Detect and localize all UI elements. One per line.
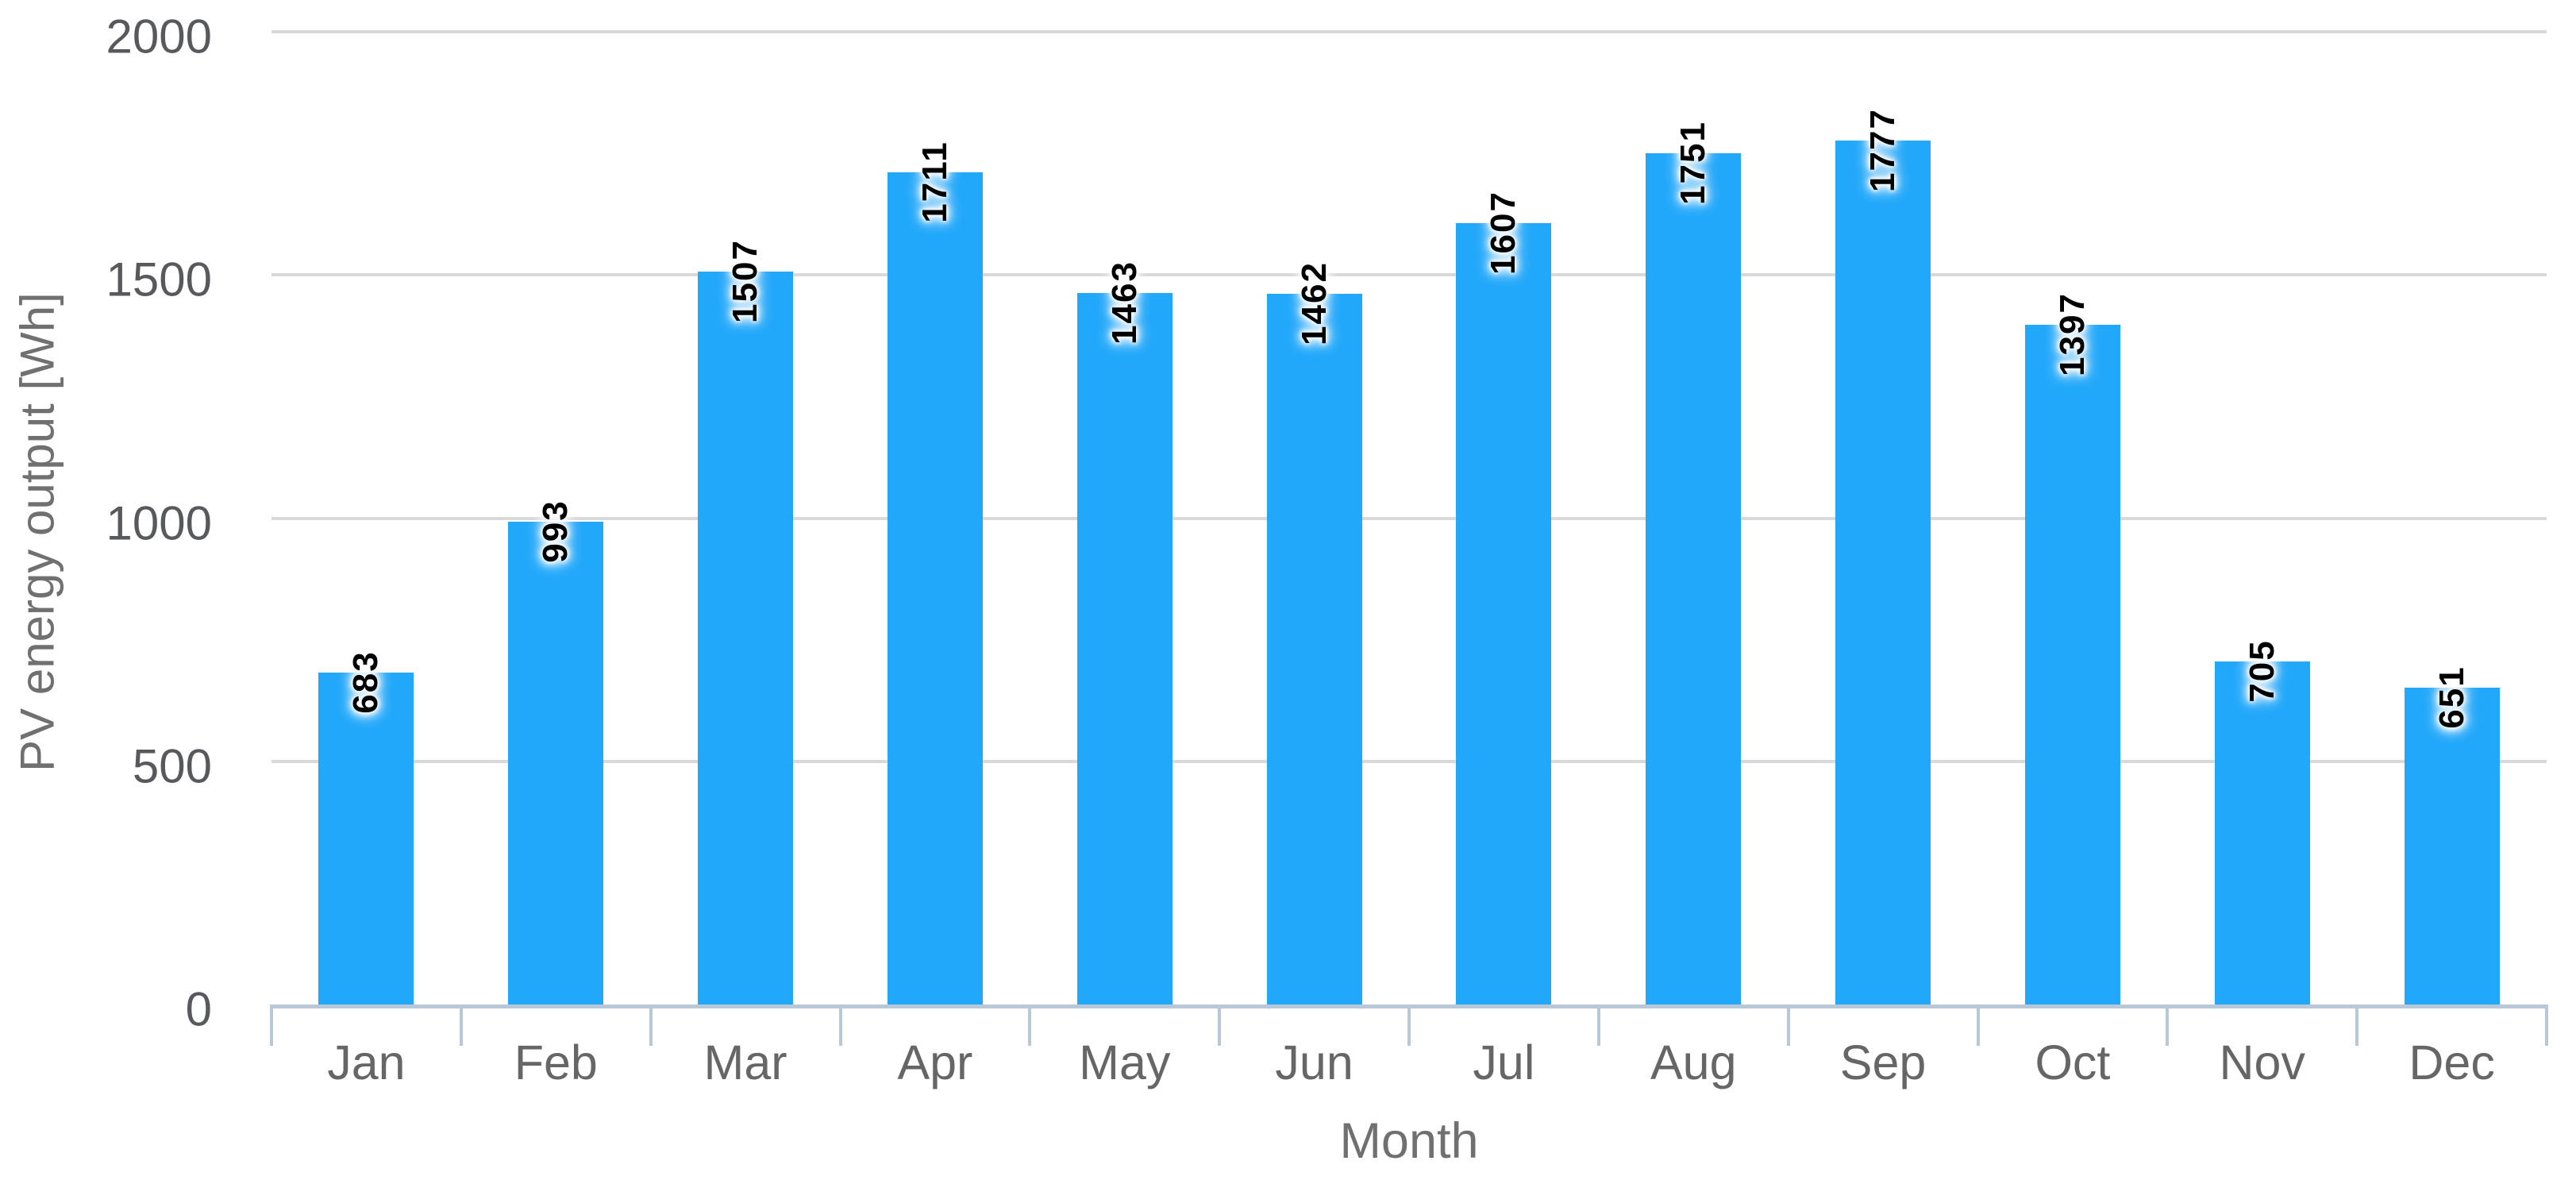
y-tick-label-1000: 1000	[106, 496, 212, 550]
bar-dec	[2405, 688, 2500, 1005]
gridline-1000	[271, 516, 2547, 520]
x-axis-tick	[649, 1005, 653, 1046]
bar-sep	[1835, 141, 1931, 1005]
y-tick-label-0: 0	[185, 982, 212, 1036]
x-axis-tick	[1787, 1005, 1790, 1046]
x-tick-label-oct: Oct	[2035, 1035, 2111, 1089]
bar-value-label-nov: 705	[2242, 639, 2281, 703]
bar-value-label-sep: 1777	[1863, 108, 1903, 192]
x-axis-tick	[1218, 1005, 1221, 1046]
bar-oct	[2025, 325, 2120, 1005]
x-tick-label-jun: Jun	[1275, 1035, 1353, 1089]
x-axis-tick	[460, 1005, 463, 1046]
bar-jun	[1267, 294, 1362, 1005]
x-tick-label-jan: Jan	[327, 1035, 406, 1089]
x-tick-label-nov: Nov	[2219, 1035, 2305, 1089]
bar-value-label-feb: 993	[536, 499, 576, 563]
bar-may	[1077, 293, 1172, 1005]
x-axis-tick	[2545, 1005, 2548, 1046]
gridline-500	[271, 759, 2547, 763]
bar-value-label-jul: 1607	[1484, 191, 1523, 275]
bar-value-label-dec: 651	[2432, 665, 2471, 729]
x-tick-label-apr: Apr	[897, 1035, 973, 1089]
x-tick-label-mar: Mar	[703, 1035, 787, 1089]
x-axis-tick	[2166, 1005, 2169, 1046]
gridline-2000	[271, 30, 2547, 33]
bar-value-label-apr: 1711	[914, 141, 954, 223]
x-axis-tick	[270, 1005, 273, 1046]
x-axis-title: Month	[1339, 1113, 1479, 1169]
gridline-1500	[271, 273, 2547, 277]
x-tick-label-may: May	[1079, 1035, 1171, 1089]
x-axis-tick	[2355, 1005, 2358, 1046]
y-tick-label-2000: 2000	[106, 10, 212, 64]
x-tick-label-sep: Sep	[1839, 1035, 1927, 1089]
x-axis-tick	[839, 1005, 842, 1046]
x-tick-label-dec: Dec	[2409, 1035, 2495, 1089]
bar-jan	[318, 673, 414, 1005]
x-tick-label-jul: Jul	[1473, 1035, 1535, 1089]
bar-feb	[508, 522, 603, 1005]
x-tick-label-aug: Aug	[1650, 1035, 1737, 1089]
bar-jul	[1456, 223, 1551, 1005]
x-axis-tick	[1028, 1005, 1031, 1046]
bar-value-label-may: 1463	[1104, 260, 1144, 345]
y-tick-label-1500: 1500	[106, 253, 212, 307]
bar-aug	[1646, 153, 1741, 1005]
bar-value-label-mar: 1507	[726, 239, 765, 323]
bar-mar	[698, 272, 793, 1005]
bar-value-label-aug: 1751	[1673, 121, 1713, 205]
y-tick-label-500: 500	[132, 739, 212, 793]
bar-apr	[888, 172, 983, 1005]
x-axis-tick	[1407, 1005, 1411, 1046]
bar-value-label-jan: 683	[346, 650, 386, 714]
bar-nov	[2215, 661, 2310, 1005]
bar-value-label-jun: 1462	[1294, 261, 1334, 345]
x-tick-label-feb: Feb	[514, 1035, 598, 1089]
x-axis-tick	[1597, 1005, 1600, 1046]
x-axis-tick	[1977, 1005, 1980, 1046]
bar-value-label-oct: 1397	[2052, 292, 2092, 376]
